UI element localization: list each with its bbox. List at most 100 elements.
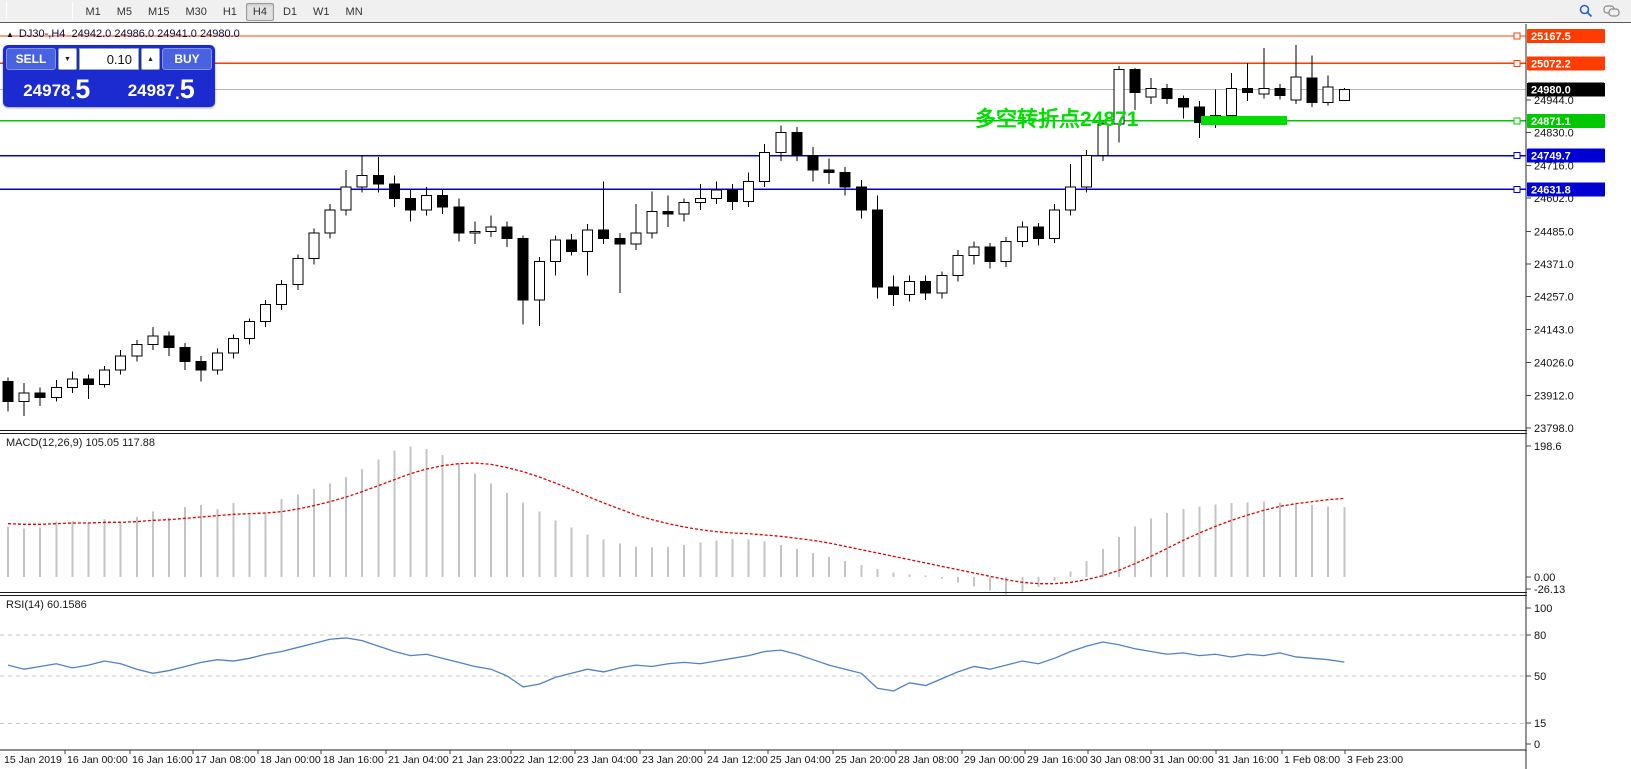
time-label: 24 Jan 12:00: [707, 754, 768, 766]
buy-button[interactable]: BUY: [162, 48, 212, 70]
line-anchor[interactable]: [1513, 59, 1521, 67]
chart-ohlc-values: 24942.0 24986.0 24941.0 24980.0: [71, 28, 240, 40]
bull-candle: [292, 258, 304, 285]
bear-candle: [1274, 87, 1286, 96]
line-anchor[interactable]: [1513, 185, 1521, 193]
bull-candle: [533, 260, 545, 301]
period-mn[interactable]: MN: [345, 6, 363, 18]
auto-scroll-icon[interactable]: ↠: [3, 0, 67, 2]
time-label: 1 Feb 08:00: [1284, 754, 1340, 766]
toolbar-separator: [72, 2, 74, 19]
bull-candle: [1226, 87, 1238, 116]
period-w1[interactable]: W1: [313, 6, 330, 18]
bull-candle: [1049, 209, 1060, 240]
period-h4[interactable]: H4: [245, 3, 274, 21]
bull-candle: [1338, 89, 1350, 102]
buy-price[interactable]: 24987. 5: [110, 72, 212, 104]
period-m1[interactable]: M1: [85, 6, 101, 18]
period-h1[interactable]: H1: [222, 6, 237, 18]
time-label: 3 Feb 23:00: [1347, 754, 1403, 766]
bear-candle: [807, 155, 819, 171]
buy-price-main: 24987: [127, 81, 175, 100]
bull-candle: [50, 386, 62, 398]
bull-candle: [1081, 155, 1093, 188]
price-badge: [1527, 113, 1605, 128]
sell-price-frac: 5: [75, 74, 91, 104]
sell-price-main: 24978: [23, 81, 71, 100]
macd-axis-tick: 198.6: [1534, 441, 1562, 453]
annotation-text[interactable]: 多空转折点24871: [975, 107, 1139, 131]
bull-candle: [743, 180, 755, 202]
time-label: 18 Jan 16:00: [323, 754, 384, 766]
chart-symbol: DJ30-,H4: [18, 28, 66, 40]
period-m30[interactable]: M30: [185, 6, 207, 18]
price-badge-value: 25072.2: [1531, 58, 1571, 70]
bear-candle: [195, 361, 207, 371]
time-label: 18 Jan 00:00: [260, 754, 321, 766]
price-badge: [1527, 82, 1605, 97]
bull-candle: [775, 132, 787, 154]
bull-candle: [1016, 226, 1028, 242]
bull-candle: [1097, 123, 1109, 157]
chat-icon[interactable]: [1600, 0, 1624, 22]
window-splitters[interactable]: [0, 430, 1631, 596]
macd-axis-tick: -26.13: [1534, 584, 1565, 596]
macd-signal-line: [7, 462, 1345, 585]
sell-button[interactable]: SELL: [6, 48, 56, 70]
time-label: 21 Jan 23:00: [452, 754, 513, 766]
bear-candle: [517, 238, 529, 301]
price-tick: 24143.0: [1534, 324, 1574, 336]
line-anchor[interactable]: [1513, 32, 1521, 40]
volume-input[interactable]: 0.10: [79, 48, 139, 70]
price-tick: 24830.0: [1534, 128, 1574, 140]
candles: [2, 45, 1350, 416]
period-d1[interactable]: D1: [282, 6, 298, 18]
bull-candle: [356, 175, 368, 188]
bull-candle: [1258, 87, 1270, 95]
bear-candle: [1177, 97, 1189, 108]
annotation[interactable]: 多空转折点24871: [975, 107, 1287, 131]
bull-candle: [485, 226, 497, 232]
bull-candle: [469, 230, 481, 234]
period-m5[interactable]: M5: [116, 6, 133, 18]
connection-triangle-icon: ▲: [6, 30, 14, 39]
bull-candle: [582, 229, 594, 252]
chart-area[interactable]: 多空转折点2487124944.024830.024716.024602.024…: [0, 24, 1631, 769]
period-m15[interactable]: M15: [148, 6, 170, 18]
price-badge: [1527, 148, 1605, 163]
bull-candle: [260, 303, 272, 323]
line-anchor[interactable]: [1513, 152, 1521, 160]
bear-candle: [83, 378, 94, 385]
bull-candle: [1290, 76, 1302, 101]
time-label: 31 Jan 00:00: [1153, 754, 1214, 766]
time-label: 31 Jan 16:00: [1218, 754, 1279, 766]
time-label: 25 Jan 20:00: [835, 754, 896, 766]
bear-candle: [598, 229, 610, 240]
line-anchor[interactable]: [1513, 117, 1521, 125]
price-tick: 24716.0: [1534, 160, 1574, 172]
bull-candle: [211, 352, 223, 371]
bear-candle: [163, 335, 175, 348]
bear-candle: [1161, 87, 1173, 99]
volume-decrease-button[interactable]: ▼: [58, 48, 77, 70]
bull-candle: [1322, 86, 1334, 104]
bear-candle: [179, 346, 191, 363]
time-label: 21 Jan 04:00: [388, 754, 449, 766]
price-badge: [1527, 182, 1605, 197]
bull-candle: [694, 197, 706, 204]
bear-candle: [839, 172, 851, 188]
bull-candle: [1113, 69, 1125, 125]
time-label: 16 Jan 16:00: [132, 754, 193, 766]
volume-increase-button[interactable]: ▲: [141, 48, 160, 70]
time-axis[interactable]: 15 Jan 2019 16 Jan 00:00 16 Jan 16:00 17 Ja…: [0, 749, 1526, 766]
time-label: 25 Jan 04:00: [770, 754, 831, 766]
rsi-axis-tick: 80: [1534, 630, 1546, 642]
bull-candle: [66, 378, 78, 388]
bear-candle: [437, 195, 449, 208]
annotation-highlight-bar[interactable]: [1201, 116, 1287, 125]
price-axis[interactable]: 24944.024830.024716.024602.024485.024371…: [1525, 24, 1631, 769]
rsi-axis-tick: 0: [1534, 739, 1540, 751]
search-icon[interactable]: [1574, 0, 1598, 22]
sell-price[interactable]: 24978. 5: [6, 72, 108, 104]
macd-axis-tick: 0.00: [1534, 572, 1555, 584]
